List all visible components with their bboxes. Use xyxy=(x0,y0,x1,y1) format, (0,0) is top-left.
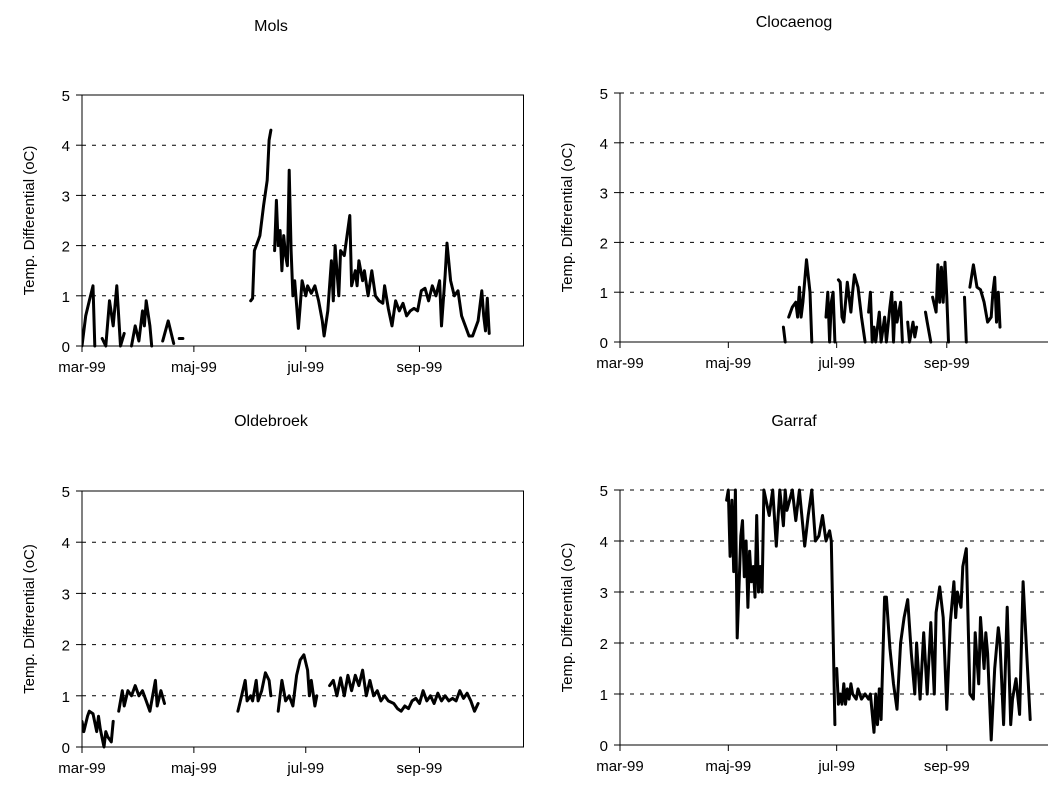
series-line-segment-2 xyxy=(824,290,837,344)
series-line-segment-9 xyxy=(968,263,1002,329)
chart-title: Mols xyxy=(254,18,288,35)
y-tick-label-0: 0 xyxy=(600,335,608,352)
chart-svg: Clocaenog 0 1 2 3 4 5 mar-99 maj-99 jul-99 sep-99 T… xyxy=(559,14,1048,372)
chart-panel-clocaenog: Clocaenog 0 1 2 3 4 5 mar-99 maj-99 jul-99 sep-99 T… xyxy=(524,0,1048,394)
x-tick-label-sep-99: sep-99 xyxy=(924,355,970,372)
series-line-segment-4 xyxy=(867,290,904,344)
y-tick-label-3: 3 xyxy=(600,186,608,203)
x-tick-label-mar-99: mar-99 xyxy=(596,758,644,775)
y-tick-label-0: 0 xyxy=(62,339,70,356)
y-tick-label-5: 5 xyxy=(62,484,70,501)
series-line-segment-2 xyxy=(236,671,273,713)
series-line-segment-4 xyxy=(328,668,480,713)
chart-title: Oldebroek xyxy=(234,413,309,430)
x-tick-label-maj-99: maj-99 xyxy=(171,760,217,777)
series-line-segment-6 xyxy=(924,310,933,344)
x-tick-label-maj-99: maj-99 xyxy=(705,758,751,775)
y-tick-label-1: 1 xyxy=(600,687,608,704)
y-tick-label-0: 0 xyxy=(600,738,608,755)
x-tick-label-jul-99: jul-99 xyxy=(817,758,855,775)
x-tick-label-maj-99: maj-99 xyxy=(705,355,751,372)
y-tick-label-4: 4 xyxy=(62,138,70,155)
y-tick-label-3: 3 xyxy=(62,586,70,603)
series-line-segment-1 xyxy=(117,678,166,713)
chart-panel-oldebroek: Oldebroek 0 1 2 3 4 5 mar-99 maj-99 jul-99 sep-99 T… xyxy=(0,395,524,789)
y-tick-label-4: 4 xyxy=(600,534,608,551)
y-tick-label-3: 3 xyxy=(600,585,608,602)
chart-title: Clocaenog xyxy=(756,14,833,31)
y-tick-label-5: 5 xyxy=(600,86,608,103)
y-tick-label-3: 3 xyxy=(62,188,70,205)
y-tick-label-1: 1 xyxy=(600,285,608,302)
series-line-segment-6 xyxy=(273,168,491,338)
series-line-segment-5 xyxy=(906,320,919,344)
chart-svg: Mols 0 1 2 3 4 5 mar-99 maj-99 jul-99 sep-99 Temp. … xyxy=(21,18,524,376)
series-line-segment-3 xyxy=(276,653,319,713)
y-tick-label-5: 5 xyxy=(62,88,70,105)
series-line-segment-0 xyxy=(82,284,97,348)
x-tick-label-mar-99: mar-99 xyxy=(58,359,106,376)
y-axis-label: Temp. Differential (oC) xyxy=(559,543,576,693)
x-tick-label-jul-99: jul-99 xyxy=(286,359,324,376)
series-line-segment-1 xyxy=(787,258,814,344)
x-tick-label-mar-99: mar-99 xyxy=(58,760,106,777)
x-tick-label-sep-99: sep-99 xyxy=(397,760,443,777)
series-line-segment-1 xyxy=(835,547,1032,742)
y-axis-label: Temp. Differential (oC) xyxy=(21,544,38,694)
series-line-segment-0 xyxy=(725,488,837,727)
chart-svg: Garraf 0 1 2 3 4 5 mar-99 maj-99 jul-99 sep-99 Temp… xyxy=(559,413,1048,775)
y-tick-label-0: 0 xyxy=(62,740,70,757)
chart-svg: Oldebroek 0 1 2 3 4 5 mar-99 maj-99 jul-99 sep-99 T… xyxy=(21,413,524,777)
y-axis-label: Temp. Differential (oC) xyxy=(559,143,576,293)
y-tick-label-1: 1 xyxy=(62,289,70,306)
y-tick-label-2: 2 xyxy=(600,636,608,653)
x-tick-label-sep-99: sep-99 xyxy=(397,359,443,376)
y-tick-label-2: 2 xyxy=(62,638,70,655)
y-axis-label: Temp. Differential (oC) xyxy=(21,146,38,296)
chart-panel-mols: Mols 0 1 2 3 4 5 mar-99 maj-99 jul-99 sep-99 Temp. … xyxy=(0,0,524,394)
y-tick-label-2: 2 xyxy=(600,235,608,252)
series-line-segment-8 xyxy=(963,295,968,344)
chart-title: Garraf xyxy=(771,413,817,430)
x-tick-label-maj-99: maj-99 xyxy=(171,359,217,376)
y-tick-label-4: 4 xyxy=(62,535,70,552)
y-tick-label-1: 1 xyxy=(62,689,70,706)
chart-panel-garraf: Garraf 0 1 2 3 4 5 mar-99 maj-99 jul-99 sep-99 Temp… xyxy=(524,395,1048,789)
y-tick-label-2: 2 xyxy=(62,239,70,256)
series-line-segment-2 xyxy=(130,299,154,348)
series-line-segment-0 xyxy=(781,325,787,344)
x-tick-label-sep-99: sep-99 xyxy=(924,758,970,775)
series-line-segment-5 xyxy=(249,128,273,303)
x-tick-label-jul-99: jul-99 xyxy=(286,760,324,777)
series-line-segment-7 xyxy=(931,260,950,344)
series-line-segment-0 xyxy=(82,709,115,749)
x-tick-label-mar-99: mar-99 xyxy=(596,355,644,372)
series-line-segment-3 xyxy=(836,273,867,344)
y-tick-label-5: 5 xyxy=(600,483,608,500)
series-line-segment-1 xyxy=(100,284,126,348)
series-line-segment-3 xyxy=(161,319,176,345)
x-tick-label-jul-99: jul-99 xyxy=(817,355,855,372)
y-tick-label-4: 4 xyxy=(600,136,608,153)
